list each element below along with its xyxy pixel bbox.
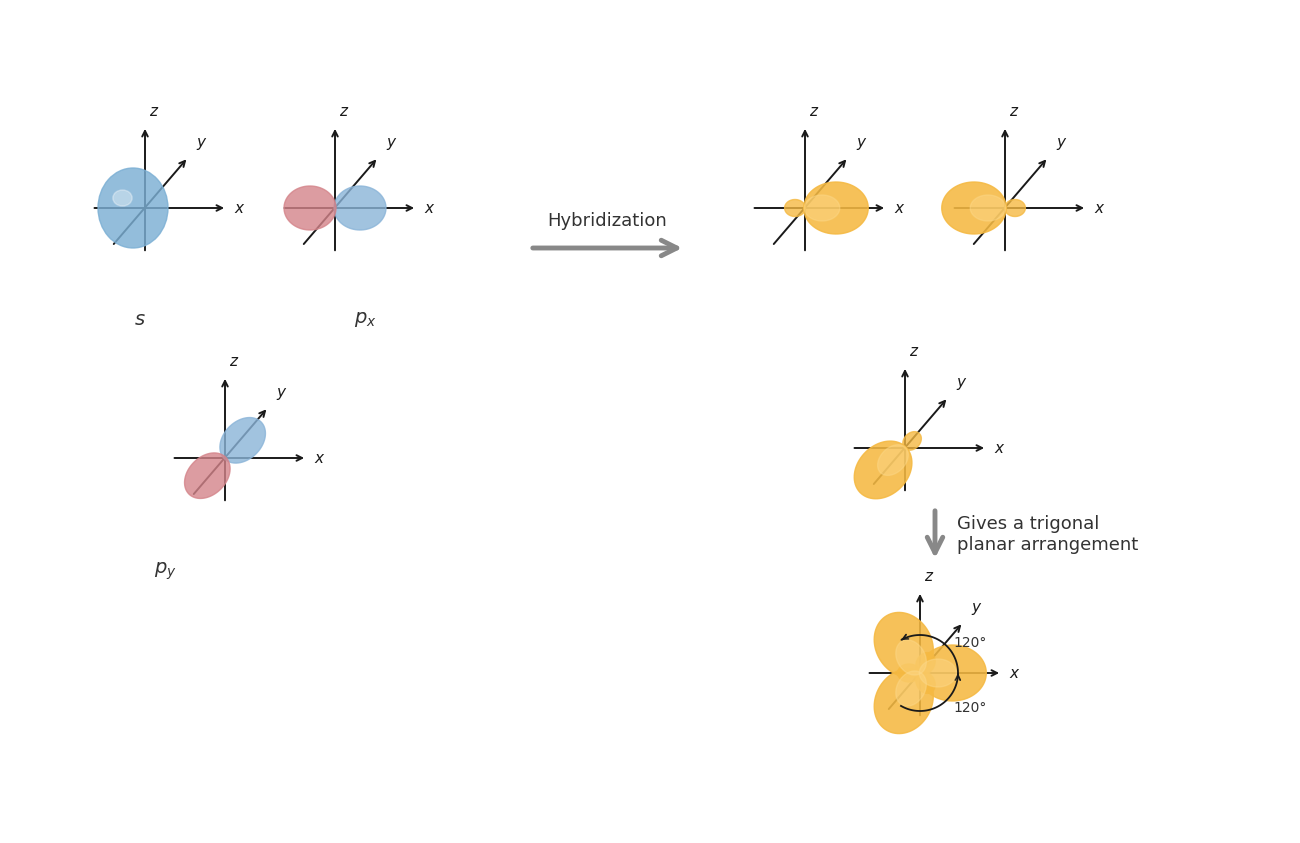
Polygon shape [854,441,911,499]
Text: $x$: $x$ [1095,201,1105,216]
Polygon shape [283,186,335,230]
Polygon shape [970,195,1006,221]
Polygon shape [902,432,922,450]
Text: $z$: $z$ [924,569,935,584]
Polygon shape [185,453,230,498]
Text: $y$: $y$ [196,137,207,152]
Polygon shape [874,668,933,733]
Text: $x$: $x$ [994,441,1005,455]
Polygon shape [220,417,265,463]
Polygon shape [805,195,840,221]
Text: $z$: $z$ [909,344,919,359]
Text: $y$: $y$ [855,137,867,152]
Text: $z$: $z$ [809,104,819,119]
Text: $y$: $y$ [1056,137,1067,152]
Text: $z$: $z$ [229,354,239,369]
Text: $y$: $y$ [971,601,983,617]
Text: $y$: $y$ [386,137,398,152]
Text: $p_x$: $p_x$ [354,310,376,329]
Polygon shape [896,671,927,706]
Polygon shape [1005,200,1026,217]
Text: $s$: $s$ [134,310,146,329]
Ellipse shape [98,168,168,248]
Text: $x$: $x$ [424,201,436,216]
Text: $p_y$: $p_y$ [153,560,177,582]
Text: $z$: $z$ [150,104,160,119]
Polygon shape [896,640,927,675]
Polygon shape [803,182,868,234]
Polygon shape [915,652,935,674]
Polygon shape [897,664,920,682]
Text: $x$: $x$ [1009,665,1021,680]
Text: $x$: $x$ [234,201,246,216]
Text: 120°: 120° [953,636,987,650]
Polygon shape [878,445,909,475]
Text: $z$: $z$ [339,104,350,119]
Text: Hybridization: Hybridization [547,212,667,230]
Polygon shape [874,612,933,677]
Polygon shape [785,200,806,217]
Text: 120°: 120° [953,701,987,715]
Text: $x$: $x$ [894,201,906,216]
Text: $y$: $y$ [276,386,287,402]
Ellipse shape [113,190,133,206]
Text: Gives a trigonal
planar arrangement: Gives a trigonal planar arrangement [957,515,1139,554]
Text: $z$: $z$ [1009,104,1019,119]
Polygon shape [919,645,987,701]
Polygon shape [919,659,957,687]
Polygon shape [941,182,1006,234]
Polygon shape [334,186,386,230]
Text: $x$: $x$ [315,450,325,465]
Polygon shape [915,672,935,694]
Text: $y$: $y$ [956,376,967,392]
